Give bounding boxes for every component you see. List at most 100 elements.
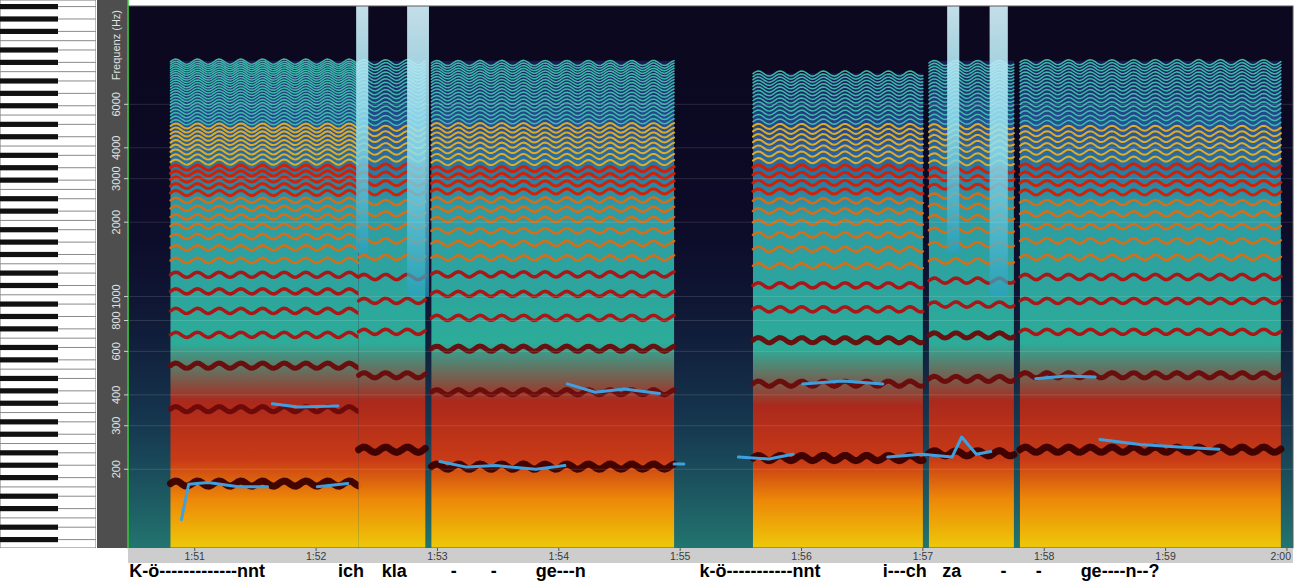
harmonic — [431, 207, 674, 212]
harmonic — [753, 338, 923, 343]
harmonic — [359, 329, 426, 334]
black-key — [0, 388, 58, 393]
harmonic — [171, 140, 359, 145]
black-key — [0, 314, 58, 319]
harmonic — [1020, 200, 1281, 205]
black-key — [0, 209, 58, 214]
harmonic — [753, 198, 923, 203]
harmonic — [171, 83, 359, 88]
black-key — [0, 252, 58, 257]
harmonic — [171, 214, 359, 219]
note-body — [170, 61, 358, 548]
y-tick — [124, 425, 128, 426]
black-key — [0, 122, 58, 127]
black-key — [0, 357, 58, 362]
grid-line — [128, 178, 1293, 179]
harmonic — [171, 245, 359, 250]
y-tick — [124, 296, 128, 297]
harmonic — [753, 189, 923, 194]
plot-left-edge — [127, 0, 129, 548]
harmonic — [431, 197, 674, 202]
lyric: k-ö-----------nnt — [700, 561, 821, 581]
harmonic — [753, 140, 923, 145]
grid-line — [128, 296, 1293, 297]
harmonic — [753, 180, 923, 185]
harmonic — [171, 80, 359, 85]
y-tick — [124, 147, 128, 148]
keyboard-ground — [0, 0, 96, 548]
harmonic — [359, 447, 426, 452]
black-key — [0, 419, 58, 424]
black-key — [0, 29, 58, 34]
black-key — [0, 506, 58, 511]
harmonic — [171, 66, 359, 71]
pitch-track — [674, 463, 684, 466]
harmonic — [171, 59, 359, 64]
grid-line — [128, 425, 1293, 426]
lyric: ich — [338, 561, 364, 581]
lyric: K-ö-------------nnt — [129, 561, 265, 581]
harmonic — [753, 71, 923, 76]
harmonic — [171, 154, 359, 159]
harmonic — [171, 77, 359, 82]
harmonic — [1020, 181, 1281, 186]
harmonic — [431, 189, 674, 194]
harmonic — [431, 228, 674, 233]
noise-floor — [128, 6, 1293, 548]
note-body — [1020, 61, 1281, 548]
y-tick-label: 6000 — [110, 92, 122, 116]
harmonic — [1020, 75, 1281, 80]
white-key-edge — [0, 294, 96, 295]
y-tick-label: 200 — [110, 460, 122, 478]
black-key — [0, 165, 58, 170]
harmonic — [171, 258, 359, 263]
harmonic — [171, 63, 359, 68]
harmonic — [1020, 72, 1281, 77]
y-tick — [124, 469, 128, 470]
harmonic — [171, 88, 359, 93]
harmonic — [171, 165, 359, 170]
lyric: ge----n--? — [1081, 561, 1160, 581]
pitch-track — [567, 384, 659, 394]
harmonic — [753, 158, 923, 163]
keyboard — [0, 0, 96, 548]
harmonic — [1020, 150, 1281, 155]
y-tick — [124, 394, 128, 395]
note-body — [431, 61, 674, 548]
harmonic — [171, 224, 359, 229]
y-tick-label: 600 — [110, 342, 122, 360]
lyric: za — [942, 561, 962, 581]
pitch-track — [888, 437, 991, 457]
black-key — [0, 376, 58, 381]
harmonic — [171, 61, 359, 66]
harmonic — [753, 381, 923, 386]
black-key — [0, 91, 58, 96]
harmonic — [171, 91, 359, 96]
y-tick — [124, 320, 128, 321]
harmonic — [171, 94, 359, 99]
harmonic — [929, 302, 1014, 307]
harmonic — [753, 134, 923, 139]
harmonic — [431, 241, 674, 246]
harmonic — [171, 171, 359, 176]
lyric: - — [1001, 561, 1007, 581]
black-key — [0, 345, 58, 350]
black-key — [0, 270, 58, 275]
x-tick-label: 1:53 — [427, 550, 448, 562]
harmonic — [431, 143, 674, 148]
harmonic — [171, 103, 359, 108]
y-tick-label: 400 — [110, 386, 122, 404]
harmonic — [171, 120, 359, 125]
harmonic — [171, 131, 359, 136]
harmonic — [171, 127, 359, 132]
white-key-edge — [0, 189, 96, 190]
harmonic — [753, 165, 923, 170]
harmonic — [171, 190, 359, 195]
lyric: - — [1036, 561, 1042, 581]
x-tick-label: 1:52 — [306, 550, 327, 562]
white-key-edge — [0, 412, 96, 413]
white-key-edge — [0, 220, 96, 221]
grid-line — [128, 469, 1293, 470]
pitch-track — [317, 484, 347, 487]
harmonic — [1020, 60, 1281, 65]
